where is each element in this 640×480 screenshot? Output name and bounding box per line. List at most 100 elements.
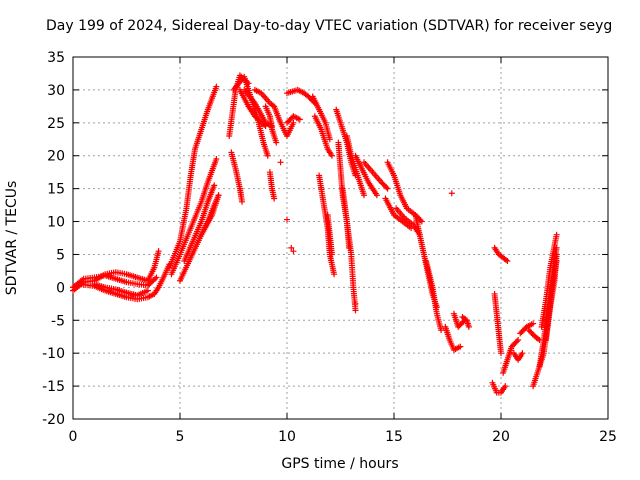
data-point bbox=[553, 231, 560, 238]
series-track-late-18 bbox=[538, 231, 560, 330]
isolated-points bbox=[277, 159, 455, 307]
data-point bbox=[273, 139, 280, 146]
data-point bbox=[361, 192, 368, 199]
y-tick-label: 0 bbox=[56, 280, 65, 296]
data-point bbox=[215, 192, 222, 199]
x-tick-label: 25 bbox=[599, 429, 617, 445]
series-track-late-14 bbox=[517, 320, 537, 337]
chart-title: Day 199 of 2024, Sidereal Day-to-day VTE… bbox=[46, 18, 613, 34]
data-point bbox=[373, 192, 380, 199]
series-track-rise-main bbox=[166, 83, 220, 271]
series-track-late-9 bbox=[491, 290, 504, 357]
data-point bbox=[288, 244, 295, 251]
series-track-peak-3 bbox=[236, 86, 269, 130]
y-tick-label: -10 bbox=[42, 346, 65, 362]
series-track-late-8 bbox=[459, 313, 472, 330]
data-point bbox=[328, 251, 335, 258]
data-point bbox=[352, 307, 359, 314]
data-point bbox=[417, 217, 424, 224]
data-point bbox=[296, 116, 303, 123]
x-tick-label: 0 bbox=[69, 429, 78, 445]
series-track-center-10 bbox=[361, 159, 391, 192]
data-point bbox=[153, 274, 160, 281]
data-point bbox=[504, 258, 511, 265]
series-track-left-drop-2 bbox=[266, 169, 278, 202]
axis-ticks bbox=[72, 56, 609, 420]
data-point bbox=[277, 159, 284, 166]
series-track-late-15 bbox=[525, 327, 543, 344]
series-track-late-1 bbox=[384, 159, 425, 225]
data-marks bbox=[70, 72, 560, 396]
y-tick-label: -15 bbox=[42, 379, 65, 395]
series-track-center-4 bbox=[324, 211, 335, 258]
y-tick-labels: -20 -15 -10 -5 0 5 10 15 20 25 30 35 bbox=[42, 50, 65, 428]
x-tick-label: 15 bbox=[385, 429, 403, 445]
data-point bbox=[155, 248, 162, 255]
series-track-early-mid bbox=[70, 272, 160, 291]
y-tick-label: 10 bbox=[47, 215, 65, 231]
data-point bbox=[448, 190, 455, 197]
y-tick-label: 35 bbox=[47, 50, 65, 66]
series-track-late-6 bbox=[442, 323, 464, 353]
data-point bbox=[326, 136, 333, 143]
data-point bbox=[530, 320, 537, 327]
x-axis-label: GPS time / hours bbox=[281, 456, 399, 472]
series-track-center-1 bbox=[309, 93, 333, 143]
series-track-late-11 bbox=[489, 379, 509, 396]
data-point bbox=[513, 338, 520, 345]
data-point bbox=[328, 152, 335, 159]
data-point bbox=[144, 287, 151, 294]
data-point bbox=[239, 198, 246, 205]
series-track-mid-top2 bbox=[284, 113, 303, 126]
data-point bbox=[331, 271, 338, 278]
plot-frame bbox=[72, 56, 609, 420]
data-point bbox=[213, 156, 220, 163]
data-point bbox=[418, 218, 425, 225]
data-point bbox=[383, 184, 390, 191]
series-track-late-13 bbox=[510, 350, 526, 363]
data-point bbox=[438, 327, 445, 334]
data-point bbox=[290, 248, 297, 255]
y-tick-label: 20 bbox=[47, 149, 65, 165]
series-track-late-19 bbox=[542, 251, 560, 344]
x-tick-label: 20 bbox=[492, 429, 510, 445]
series-track-peak-5 bbox=[262, 103, 280, 146]
series-track-rise-d bbox=[198, 192, 222, 238]
data-point bbox=[465, 323, 472, 330]
data-point bbox=[271, 195, 278, 202]
data-point bbox=[213, 83, 220, 90]
data-point bbox=[352, 300, 359, 307]
data-point bbox=[384, 185, 391, 192]
series-track-rise-b bbox=[181, 182, 218, 265]
data-point bbox=[211, 182, 218, 189]
y-tick-label: -20 bbox=[42, 412, 65, 428]
y-tick-label: -5 bbox=[51, 313, 65, 329]
y-tick-label: 15 bbox=[47, 182, 65, 198]
data-point bbox=[553, 251, 560, 258]
series-track-peak-6 bbox=[241, 86, 276, 130]
x-tick-label: 5 bbox=[176, 429, 185, 445]
series-track-early-low2 bbox=[91, 281, 151, 299]
y-axis-label: SDTVAR / TECUs bbox=[4, 180, 20, 296]
x-tick-label: 10 bbox=[278, 429, 296, 445]
data-point bbox=[269, 123, 276, 130]
data-point bbox=[264, 152, 271, 159]
series-track-center-9 bbox=[352, 152, 380, 199]
grid-lines bbox=[73, 57, 608, 419]
data-point bbox=[457, 343, 464, 350]
series-track-center-8 bbox=[343, 132, 368, 199]
data-point bbox=[515, 337, 522, 344]
data-point bbox=[519, 350, 526, 357]
data-point bbox=[498, 350, 504, 357]
data-point bbox=[284, 216, 290, 223]
series-track-rise-a bbox=[168, 156, 220, 278]
data-point bbox=[502, 383, 509, 390]
data-point bbox=[290, 119, 297, 126]
series-track-left-drop-1 bbox=[228, 149, 246, 205]
y-tick-label: 5 bbox=[56, 247, 65, 263]
y-tick-label: 30 bbox=[47, 83, 65, 99]
series-track-late-5 bbox=[423, 258, 445, 334]
series-track-center-2 bbox=[311, 113, 335, 159]
series-track-peak-4 bbox=[251, 86, 297, 139]
